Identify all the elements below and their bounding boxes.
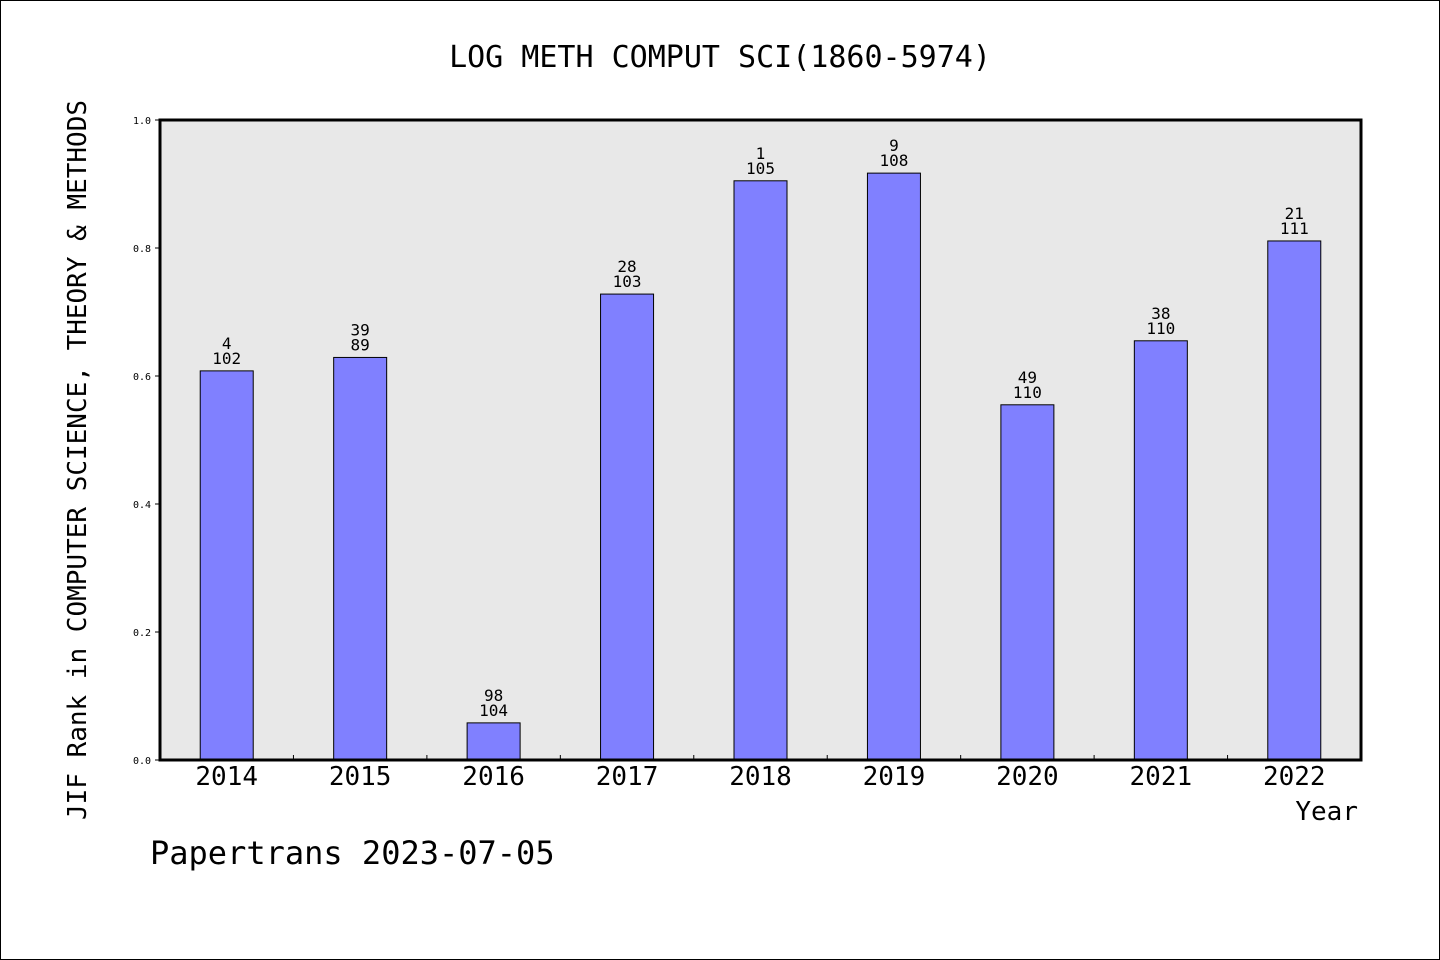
bar-2015 (333, 356, 388, 761)
bar-2020 (1000, 404, 1055, 761)
y-axis: 0.0 0.2 0.4 0.6 0.8 1.0 (133, 116, 160, 767)
x-tick-label-2021: 2021 (1130, 762, 1193, 792)
y-tick-label-1.0: 1.0 (133, 116, 151, 127)
data-label-rank-2014: 4 (222, 334, 232, 353)
data-label-total-2014: 102 (212, 349, 241, 368)
y-tick-label-0.6: 0.6 (133, 372, 151, 383)
x-tick-label-2016: 2016 (462, 762, 525, 792)
data-label-rank-2019: 9 (889, 136, 899, 155)
y-tick-label-0.2: 0.2 (133, 628, 151, 639)
data-label-rank-2016: 98 (484, 686, 503, 705)
bar-2014 (199, 370, 254, 761)
x-tick-label-2020: 2020 (996, 762, 1059, 792)
data-label-total-2021: 110 (1146, 319, 1175, 338)
footer-watermark: Papertrans 2023-07-05 (150, 834, 555, 872)
x-tick-label-2014: 2014 (195, 762, 258, 792)
y-tick-label-0.8: 0.8 (133, 244, 151, 255)
data-label-rank-2017: 28 (617, 257, 636, 276)
x-axis: 2014 2015 2016 2017 2018 2019 2020 2021 2022 (195, 755, 1326, 792)
chart-title: LOG METH COMPUT SCI(1860-5974) (449, 40, 991, 75)
y-tick-label-0.4: 0.4 (133, 500, 151, 511)
bar-2018 (733, 180, 788, 761)
data-label-rank-2015: 39 (351, 320, 370, 339)
x-tick-label-2019: 2019 (863, 762, 926, 792)
x-tick-label-2018: 2018 (729, 762, 792, 792)
bars-layer (199, 172, 1322, 761)
x-tick-label-2022: 2022 (1263, 762, 1326, 792)
bar-2021 (1133, 340, 1188, 761)
data-label-total-2022: 111 (1280, 219, 1309, 238)
data-label-total-2019: 108 (879, 151, 908, 170)
x-tick-label-2017: 2017 (596, 762, 659, 792)
x-tick-label-2015: 2015 (329, 762, 392, 792)
data-label-total-2020: 110 (1013, 383, 1042, 402)
plot-border (158, 118, 1363, 762)
data-label-rank-2021: 38 (1151, 304, 1170, 323)
y-tick-label-0.0: 0.0 (133, 756, 151, 767)
data-label-total-2018: 105 (746, 159, 775, 178)
bar-2017 (600, 293, 655, 761)
x-axis-label: Year (1295, 797, 1358, 827)
bar-2016 (466, 722, 521, 761)
data-labels-layer: 4102398998104281031105910849110381102111… (212, 136, 1308, 720)
data-label-rank-2022: 21 (1285, 204, 1304, 223)
y-axis-label: JIF Rank in COMPUTER SCIENCE, THEORY & M… (63, 100, 93, 820)
data-label-rank-2020: 49 (1018, 368, 1037, 387)
data-label-total-2017: 103 (613, 272, 642, 291)
data-label-total-2016: 104 (479, 701, 508, 720)
bar-2019 (866, 172, 921, 761)
data-label-rank-2018: 1 (756, 144, 766, 163)
data-label-total-2015: 89 (351, 335, 370, 354)
bar-2022 (1267, 240, 1322, 761)
